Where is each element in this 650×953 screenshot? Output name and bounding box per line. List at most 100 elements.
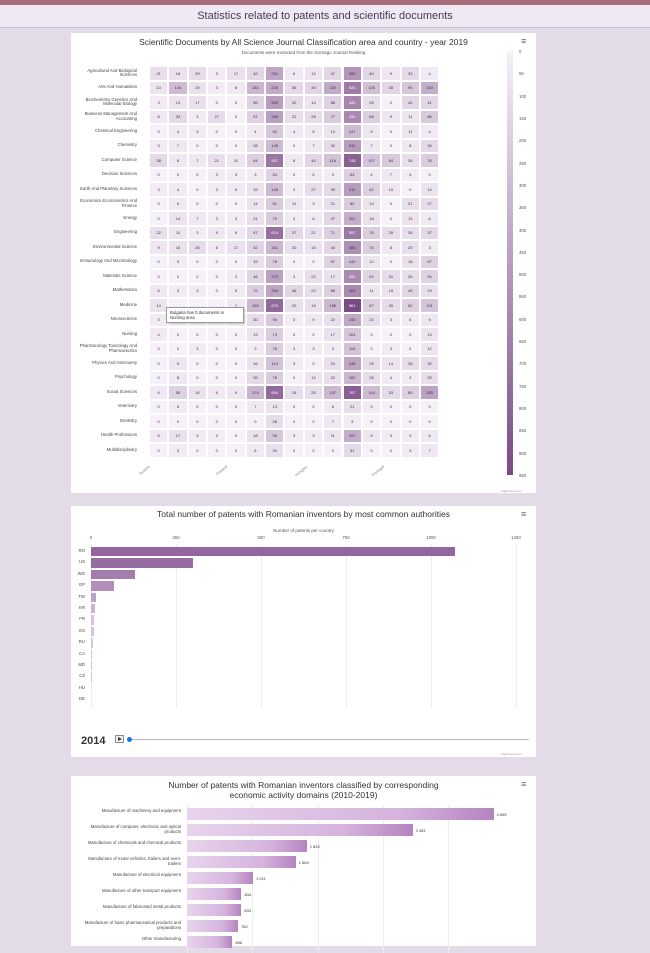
heatmap-cell: 431: [343, 269, 362, 284]
heatmap-cell: 56: [246, 95, 265, 110]
heatmap-cell: 5: [168, 400, 187, 415]
domains-bar: [187, 904, 241, 916]
heatmap-cell: 142: [343, 255, 362, 270]
heatmap-cell: 3: [284, 429, 303, 444]
domains-title: Number of patents with Romanian inventor…: [161, 780, 446, 800]
heatmap-cell: 44: [304, 153, 323, 168]
heatmap-cell: 3: [381, 342, 400, 357]
heatmap-cell: 4: [149, 327, 168, 342]
heatmap-cell: 19: [246, 255, 265, 270]
heatmap-cell: 71: [323, 226, 342, 241]
heatmap-cell: 27: [420, 197, 439, 212]
colorbar-tick: 500: [519, 272, 526, 277]
authority-bar: [91, 593, 96, 602]
authority-gridline: [176, 544, 177, 708]
heatmap-cell: 27: [207, 110, 226, 125]
heatmap-cell: 0: [381, 414, 400, 429]
heatmap-cell: 3: [149, 182, 168, 197]
heatmap-cell: 10: [381, 182, 400, 197]
year-slider-handle[interactable]: [127, 737, 132, 742]
heatmap-cell: 8: [149, 110, 168, 125]
heatmap-cell: 3: [207, 66, 226, 81]
heatmap-menu-icon[interactable]: ≡: [521, 36, 526, 46]
heatmap-cell: 0: [207, 400, 226, 415]
heatmap-cell: 0: [168, 168, 187, 183]
heatmap-cell: 4: [284, 124, 303, 139]
heatmap-cell: 21: [401, 197, 420, 212]
heatmap-cell: 0: [207, 284, 226, 299]
heatmap-cell: 126: [362, 81, 381, 96]
heatmap-cell: 0: [226, 414, 245, 429]
heatmap-cell: 244: [343, 313, 362, 328]
heatmap-cell: 0: [188, 255, 207, 270]
heatmap-cell: 114: [265, 356, 284, 371]
heatmap-cell: 3: [207, 211, 226, 226]
heatmap-cell: 3: [207, 168, 226, 183]
heatmap-cell: 6: [420, 211, 439, 226]
heatmap-cell: 434: [343, 110, 362, 125]
heatmap-cell: 5: [304, 124, 323, 139]
heatmap-cell: 22: [304, 284, 323, 299]
domains-data-label: 1 664: [299, 860, 309, 865]
heatmap-cell: 3: [381, 313, 400, 328]
heatmap-row-label: Computer Science: [71, 153, 137, 168]
heatmap-cell: 3: [284, 342, 303, 357]
heatmap-cell: 147: [343, 124, 362, 139]
heatmap-cell: 23: [401, 240, 420, 255]
heatmap-cell: 145: [265, 182, 284, 197]
colorbar-tick: 850: [519, 428, 526, 433]
domains-data-label: 782: [241, 924, 248, 929]
heatmap-cell: 34: [420, 139, 439, 154]
heatmap-cell: 3: [226, 168, 245, 183]
colorbar-tick: 550: [519, 294, 526, 299]
heatmap-cell: 748: [343, 153, 362, 168]
heatmap-cell: 11: [362, 284, 381, 299]
heatmap-cell: 3: [343, 414, 362, 429]
heatmap-cell: 7: [188, 211, 207, 226]
authority-category: US: [71, 559, 85, 564]
heatmap-cell: 0: [188, 182, 207, 197]
colorbar-tick: 900: [519, 451, 526, 456]
heatmap-credit[interactable]: Highcharts.com: [501, 489, 522, 493]
heatmap-cell: 3: [401, 371, 420, 386]
heatmap-cell: 104: [343, 327, 362, 342]
heatmap-cell: 17: [168, 429, 187, 444]
heatmap-cell: 0: [284, 255, 303, 270]
authority-menu-icon[interactable]: ≡: [521, 509, 526, 519]
heatmap-cell: 0: [207, 342, 226, 357]
heatmap-cell: 20: [265, 443, 284, 458]
heatmap-cell: 6: [284, 66, 303, 81]
domains-data-label: 696: [235, 940, 242, 945]
heatmap-cell: 0: [149, 124, 168, 139]
heatmap-cell: 3: [362, 400, 381, 415]
heatmap-cell: 0: [188, 327, 207, 342]
play-button[interactable]: [115, 735, 124, 743]
heatmap-cell: 557: [343, 226, 362, 241]
heatmap-cell: 16: [168, 240, 187, 255]
heatmap-cell: 42: [246, 66, 265, 81]
authority-credit[interactable]: Highcharts.com: [501, 752, 522, 756]
domains-category: Manufacture of electrical equipment: [77, 872, 181, 877]
heatmap-cell: 22: [323, 313, 342, 328]
heatmap-cell: 0: [207, 414, 226, 429]
heatmap-cell: 30: [381, 298, 400, 313]
domains-menu-icon[interactable]: ≡: [521, 779, 526, 789]
heatmap-cell: 664: [265, 385, 284, 400]
heatmap-cell: 0: [381, 95, 400, 110]
heatmap-colorbar: [507, 51, 513, 475]
heatmap-cell: 21: [149, 66, 168, 81]
heatmap-row-label: Multidisciplinary: [71, 443, 137, 458]
heatmap-cell: 0: [401, 414, 420, 429]
authority-category: HU: [71, 685, 85, 690]
heatmap-cell: 47: [246, 226, 265, 241]
heatmap-cell: 3: [323, 168, 342, 183]
authority-bar: [91, 547, 455, 556]
heatmap-cell: 13: [168, 95, 187, 110]
authority-bar: [91, 570, 135, 579]
heatmap-cell: 17: [323, 269, 342, 284]
heatmap-cell: 5: [226, 284, 245, 299]
heatmap-cell: 144: [362, 385, 381, 400]
heatmap-cell: 0: [284, 168, 303, 183]
authority-x-tick: 750: [342, 535, 349, 540]
year-slider-track[interactable]: [129, 739, 529, 740]
